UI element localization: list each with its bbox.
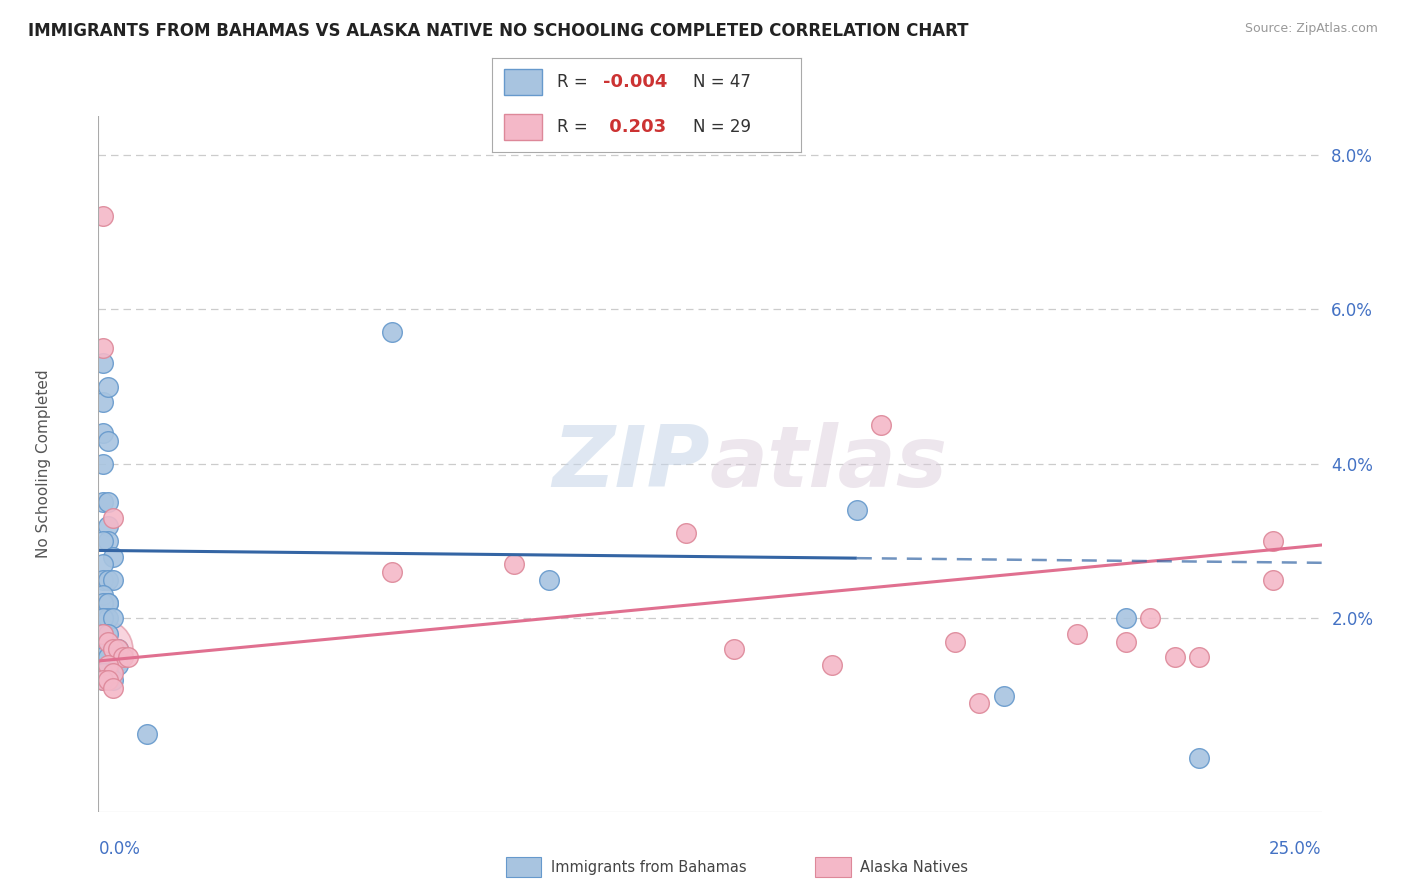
Point (537, 573, 560, 587)
Text: Alaska Natives: Alaska Natives (860, 860, 969, 874)
Point (1115, 634, 1137, 648)
Point (91, 673, 114, 688)
Point (97, 673, 120, 688)
Point (91, 611, 114, 625)
Point (381, 565, 404, 579)
Point (91, 425, 114, 440)
Point (91, 356, 114, 370)
Text: R =: R = (557, 119, 593, 136)
Point (91, 665, 114, 680)
Point (97, 627, 120, 641)
Point (91, 495, 114, 509)
Point (117, 650, 139, 665)
Point (91, 627, 114, 641)
Point (97, 573, 120, 587)
Point (91, 596, 114, 610)
Point (107, 642, 129, 657)
Point (1261, 534, 1284, 549)
Text: No Schooling Completed: No Schooling Completed (37, 369, 51, 558)
FancyBboxPatch shape (505, 70, 541, 95)
Point (101, 681, 124, 695)
Point (97, 534, 120, 549)
Point (91, 341, 114, 355)
Point (91, 588, 114, 602)
Point (101, 642, 124, 657)
Point (870, 418, 893, 433)
Point (97, 642, 120, 657)
Point (993, 689, 1015, 703)
Point (91, 642, 114, 657)
Point (97, 596, 120, 610)
Point (91, 627, 114, 641)
Point (1115, 611, 1137, 625)
Point (503, 558, 526, 572)
Point (107, 642, 129, 657)
Text: 0.0%: 0.0% (98, 839, 141, 857)
Point (821, 657, 844, 672)
Point (97, 379, 120, 393)
Point (91, 650, 114, 665)
Point (97, 665, 120, 680)
Point (136, 727, 159, 741)
Point (101, 650, 124, 665)
Text: 0.203: 0.203 (603, 119, 666, 136)
Point (97, 434, 120, 448)
Text: R =: R = (557, 73, 593, 91)
Text: N = 29: N = 29 (693, 119, 751, 136)
Point (91, 395, 114, 409)
Point (91, 665, 114, 680)
FancyBboxPatch shape (505, 114, 541, 140)
Point (97, 650, 120, 665)
Point (107, 657, 129, 672)
Point (943, 634, 966, 648)
Text: 25.0%: 25.0% (1270, 839, 1322, 857)
Text: Immigrants from Bahamas: Immigrants from Bahamas (551, 860, 747, 874)
Point (675, 526, 697, 541)
Point (1188, 650, 1211, 665)
Point (1066, 627, 1088, 641)
Point (101, 665, 124, 680)
Point (97, 596, 120, 610)
Text: -0.004: -0.004 (603, 73, 668, 91)
Point (97, 518, 120, 533)
Point (97, 634, 120, 648)
Text: Source: ZipAtlas.com: Source: ZipAtlas.com (1244, 22, 1378, 36)
Point (91, 642, 114, 657)
Text: atlas: atlas (710, 422, 948, 506)
Point (1188, 750, 1211, 764)
Text: ZIP: ZIP (553, 422, 710, 506)
Point (1164, 650, 1187, 665)
Point (91, 534, 114, 549)
Point (97, 611, 120, 625)
Point (91, 573, 114, 587)
Point (91, 611, 114, 625)
Point (101, 511, 124, 525)
Point (1139, 611, 1161, 625)
Point (101, 673, 124, 688)
Point (101, 642, 124, 657)
Point (101, 573, 124, 587)
Text: IMMIGRANTS FROM BAHAMAS VS ALASKA NATIVE NO SCHOOLING COMPLETED CORRELATION CHAR: IMMIGRANTS FROM BAHAMAS VS ALASKA NATIVE… (28, 22, 969, 40)
Point (101, 611, 124, 625)
Point (1261, 573, 1284, 587)
Point (101, 549, 124, 564)
Point (91, 558, 114, 572)
Point (111, 650, 134, 665)
Point (97, 495, 120, 509)
Point (91, 210, 114, 224)
Point (97, 657, 120, 672)
Point (967, 697, 990, 711)
Point (91, 673, 114, 688)
Point (91, 665, 114, 680)
Point (91, 457, 114, 471)
Point (381, 326, 404, 340)
Text: N = 47: N = 47 (693, 73, 751, 91)
Point (845, 503, 868, 517)
Point (723, 642, 745, 657)
